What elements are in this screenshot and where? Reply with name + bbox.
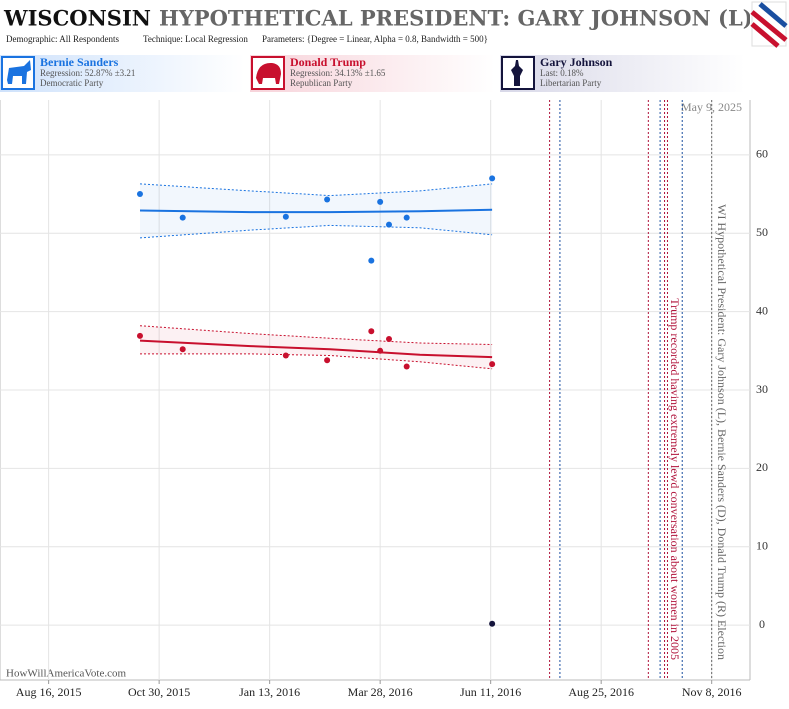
parameters: Parameters: {Degree = Linear, Alpha = 0.… [262, 34, 488, 44]
poll-point [403, 214, 410, 221]
poll-point [282, 213, 289, 220]
x-tick-label: Nov 8, 2016 [682, 685, 742, 699]
regression-line [139, 339, 493, 359]
poll-point [179, 346, 186, 353]
poll-point [179, 214, 186, 221]
chart-title: HYPOTHETICAL PRESIDENT: GARY JOHNSON (L) [159, 6, 753, 31]
x-tick-label: Jan 13, 2016 [239, 685, 300, 699]
confidence-band [140, 325, 493, 369]
confidence-band [140, 183, 493, 238]
flag-icon [750, 1, 788, 48]
y-tick-label: 40 [756, 303, 768, 317]
poll-point [324, 357, 331, 364]
y-tick-label: 10 [756, 539, 768, 553]
y-tick-label: 20 [756, 460, 768, 474]
poll-point [489, 175, 496, 182]
legend-stat: Regression: 52.87% ±3.21 [40, 68, 135, 78]
poll-point [377, 347, 384, 354]
poll-point [282, 352, 289, 359]
band-upper [139, 325, 493, 345]
regression-line [139, 208, 493, 214]
legend-stat: Last: 0.18% [540, 68, 584, 78]
legend-box [250, 55, 495, 92]
title-group: WISCONSIN HYPOTHETICAL PRESIDENT: GARY J… [3, 6, 753, 31]
poll-point [136, 191, 143, 198]
poll-point [489, 620, 496, 627]
poll-point [403, 363, 410, 370]
legend-name: Gary Johnson [540, 55, 613, 69]
poll-point [385, 336, 392, 343]
grid [0, 100, 750, 680]
legend-party: Libertarian Party [540, 78, 602, 88]
event-label: WI Hypothetical President: Gary Johnson … [715, 204, 729, 660]
x-tick-label: Mar 28, 2016 [348, 685, 413, 699]
legend-name: Bernie Sanders [40, 55, 119, 69]
y-tick-label: 50 [756, 225, 768, 239]
band-lower [140, 353, 493, 370]
poll-point [385, 221, 392, 228]
legend-box [0, 55, 245, 92]
poll-point [489, 361, 496, 368]
party-icon [1, 56, 535, 90]
band-upper [139, 183, 493, 197]
y-tick-label: 30 [756, 382, 768, 396]
x-tick-label: Aug 16, 2015 [16, 685, 82, 699]
technique: Technique: Local Regression [143, 34, 248, 44]
poll-point [377, 198, 384, 205]
legend-stat: Regression: 34.13% ±1.65 [290, 68, 386, 78]
y-tick-label: 60 [756, 147, 768, 161]
poll-point [368, 257, 375, 264]
event-label: Trump recorded having extremely lewd con… [668, 298, 682, 660]
demographic: Demographic: All Respondents [6, 34, 119, 44]
legend-party: Democratic Party [40, 78, 104, 88]
x-tick-label: Oct 30, 2015 [128, 685, 190, 699]
legend-name: Donald Trump [290, 55, 366, 69]
band-lower [139, 224, 493, 239]
poll-point [324, 196, 331, 203]
title-state: WISCONSIN [3, 6, 151, 31]
y-tick-label: 0 [759, 617, 765, 631]
x-tick-label: Aug 25, 2016 [568, 685, 634, 699]
x-tick-label: Jun 11, 2016 [460, 685, 521, 699]
source: HowWillAmericaVote.com [6, 668, 126, 680]
legend-box [500, 55, 745, 92]
poll-point [368, 328, 375, 335]
legend-party: Republican Party [290, 78, 353, 88]
poll-point [136, 332, 143, 339]
